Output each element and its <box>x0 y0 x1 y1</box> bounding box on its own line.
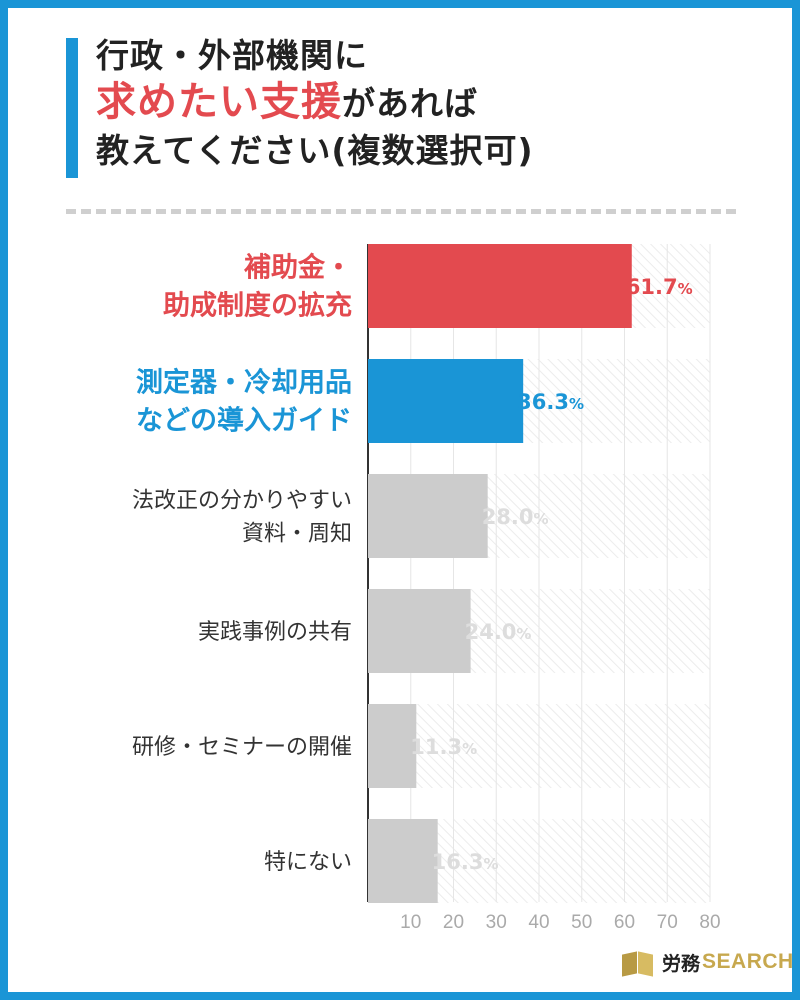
value-label: 36.3% <box>517 390 584 414</box>
title-line-2-rest: があれば <box>342 84 478 123</box>
value-label: 24.0% <box>465 620 532 644</box>
grid-layer <box>368 244 711 903</box>
title-line-1: 行政・外部機関に <box>96 36 368 75</box>
x-tick-label: 30 <box>486 912 507 933</box>
title-highlight: 求めたい支援 <box>96 79 342 125</box>
x-tick-label: 10 <box>400 912 421 933</box>
category-label: 測定器・冷却用品 <box>136 367 352 399</box>
category-label: 助成制度の拡充 <box>163 290 352 322</box>
title-accent-bar <box>66 38 78 178</box>
category-label: 法改正の分かりやすい <box>132 488 352 513</box>
value-unit: % <box>516 625 531 643</box>
bar <box>368 704 417 788</box>
value-unit: % <box>462 740 477 758</box>
value-label: 28.0% <box>482 505 549 529</box>
category-label: などの導入ガイド <box>136 405 352 437</box>
x-tick-label: 40 <box>528 912 549 933</box>
value-unit: % <box>484 855 499 873</box>
brand-sub: SEARCH <box>702 950 794 973</box>
label-layer: 10 20 30 40 50 60 70 80 61.7% 補助金・助成制度の拡充 36.3% 測定器… <box>132 252 721 933</box>
value-number: 16.3 <box>432 850 484 874</box>
bar <box>368 244 632 328</box>
category-label: 資料・周知 <box>242 521 352 546</box>
x-tick-label: 70 <box>657 912 678 933</box>
x-tick-label: 20 <box>443 912 464 933</box>
category-label: 特にない <box>264 850 352 875</box>
category-label: 研修・セミナーの開催 <box>132 735 352 760</box>
value-label: 11.3% <box>410 735 477 759</box>
x-tick-label: 50 <box>571 912 592 933</box>
value-number: 28.0 <box>482 505 534 529</box>
brand-name: 労務 <box>662 952 701 975</box>
value-label: 16.3% <box>432 850 499 874</box>
value-unit: % <box>569 395 584 413</box>
dashed-divider <box>66 209 736 214</box>
title-line-2: 求めたい支援があれば <box>96 79 736 127</box>
category-label: 実践事例の共有 <box>198 620 352 645</box>
category-label: 補助金・ <box>243 252 352 284</box>
bar <box>368 589 471 673</box>
bar-layer <box>367 244 632 903</box>
chart-title: 行政・外部機関に 求めたい支援があれば 教えてください(複数選択可) <box>96 32 736 174</box>
value-number: 36.3 <box>517 390 569 414</box>
x-tick-label: 60 <box>614 912 635 933</box>
book-icon <box>622 949 656 977</box>
bar <box>368 474 488 558</box>
title-line-3: 教えてください(複数選択可) <box>96 131 534 170</box>
value-number: 61.7 <box>626 275 678 299</box>
bar <box>368 359 524 443</box>
x-tick-label: 80 <box>699 912 720 933</box>
brand-logo: 労務 SEARCH <box>622 947 794 977</box>
value-unit: % <box>534 510 549 528</box>
value-number: 11.3 <box>410 735 462 759</box>
bar <box>368 819 438 903</box>
value-label: 61.7% <box>626 275 693 299</box>
value-number: 24.0 <box>465 620 517 644</box>
value-unit: % <box>678 280 693 298</box>
